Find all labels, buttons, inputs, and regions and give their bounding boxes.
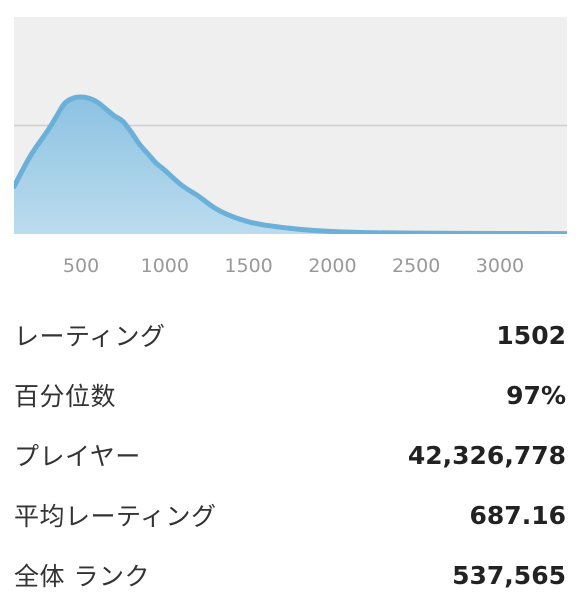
x-tick-label: 3000 <box>476 255 524 277</box>
area-line <box>14 94 567 237</box>
x-tick-label: 1000 <box>141 255 189 277</box>
stat-label: レーティング <box>14 322 166 351</box>
stat-label: 平均レーティング <box>14 502 217 531</box>
stat-label: 百分位数 <box>14 382 117 411</box>
stat-label: プレイヤー <box>14 442 141 471</box>
x-tick-label: 2500 <box>392 255 440 277</box>
stat-row-percentile: 百分位数 97% <box>14 365 566 425</box>
stat-row-rating: レーティング 1502 <box>14 305 566 365</box>
stats-list: レーティング 1502 百分位数 97% プレイヤー 42,326,778 平均… <box>14 305 566 605</box>
x-tick-label: 500 <box>63 255 99 277</box>
rating-distribution-chart: 500 1000 1500 2000 2500 3000 <box>14 17 567 279</box>
stat-value: 1502 <box>496 320 566 350</box>
stat-value: 97% <box>506 380 566 410</box>
stat-value: 537,565 <box>452 560 566 590</box>
stat-row-players: プレイヤー 42,326,778 <box>14 425 566 485</box>
area-fill <box>14 97 567 234</box>
x-tick-label: 2000 <box>308 255 356 277</box>
stat-label: 全体 ランク <box>14 562 150 591</box>
stat-row-overall-rank: 全体 ランク 537,565 <box>14 545 566 605</box>
stat-value: 42,326,778 <box>407 440 566 470</box>
chart-svg: 500 1000 1500 2000 2500 3000 <box>14 17 567 277</box>
stat-row-average-rating: 平均レーティング 687.16 <box>14 485 566 545</box>
stat-value: 687.16 <box>469 500 566 530</box>
x-tick-label: 1500 <box>224 255 272 277</box>
